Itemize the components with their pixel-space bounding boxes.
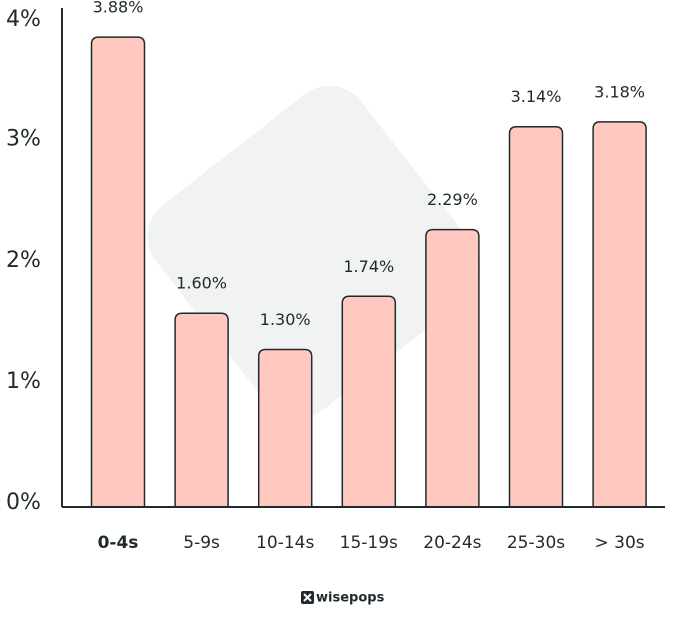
- x-tick-label: 20-24s: [423, 533, 481, 553]
- background-shape: [147, 85, 481, 419]
- value-label: 3.14%: [511, 87, 562, 106]
- value-label: 3.18%: [594, 82, 645, 101]
- value-label: 2.29%: [427, 190, 478, 209]
- y-tick-label: 1%: [6, 369, 41, 394]
- x-tick-label: 10-14s: [256, 533, 314, 553]
- value-label: 1.30%: [260, 310, 311, 329]
- y-tick-label: 2%: [6, 248, 41, 273]
- bar: [90, 36, 146, 508]
- bar: [508, 125, 564, 508]
- logo-icon: [301, 591, 314, 604]
- x-tick-label: 5-9s: [183, 533, 220, 553]
- x-tick-label: > 30s: [595, 533, 645, 553]
- caption: wisepops: [316, 591, 385, 606]
- bar: [257, 348, 313, 508]
- value-label: 3.88%: [93, 0, 144, 17]
- x-tick-label: 25-30s: [507, 533, 565, 553]
- bar: [174, 312, 229, 508]
- value-label: 1.74%: [343, 257, 394, 276]
- bar: [341, 295, 397, 508]
- bar: [425, 228, 480, 508]
- y-tick-label: 4%: [6, 7, 41, 32]
- y-tick-label: 3%: [6, 127, 41, 152]
- x-tick-label: 0-4s: [98, 533, 139, 553]
- x-tick-label: 15-19s: [340, 533, 398, 553]
- y-tick-label: 0%: [6, 490, 41, 515]
- value-label: 1.60%: [176, 274, 227, 293]
- bar: [592, 121, 647, 508]
